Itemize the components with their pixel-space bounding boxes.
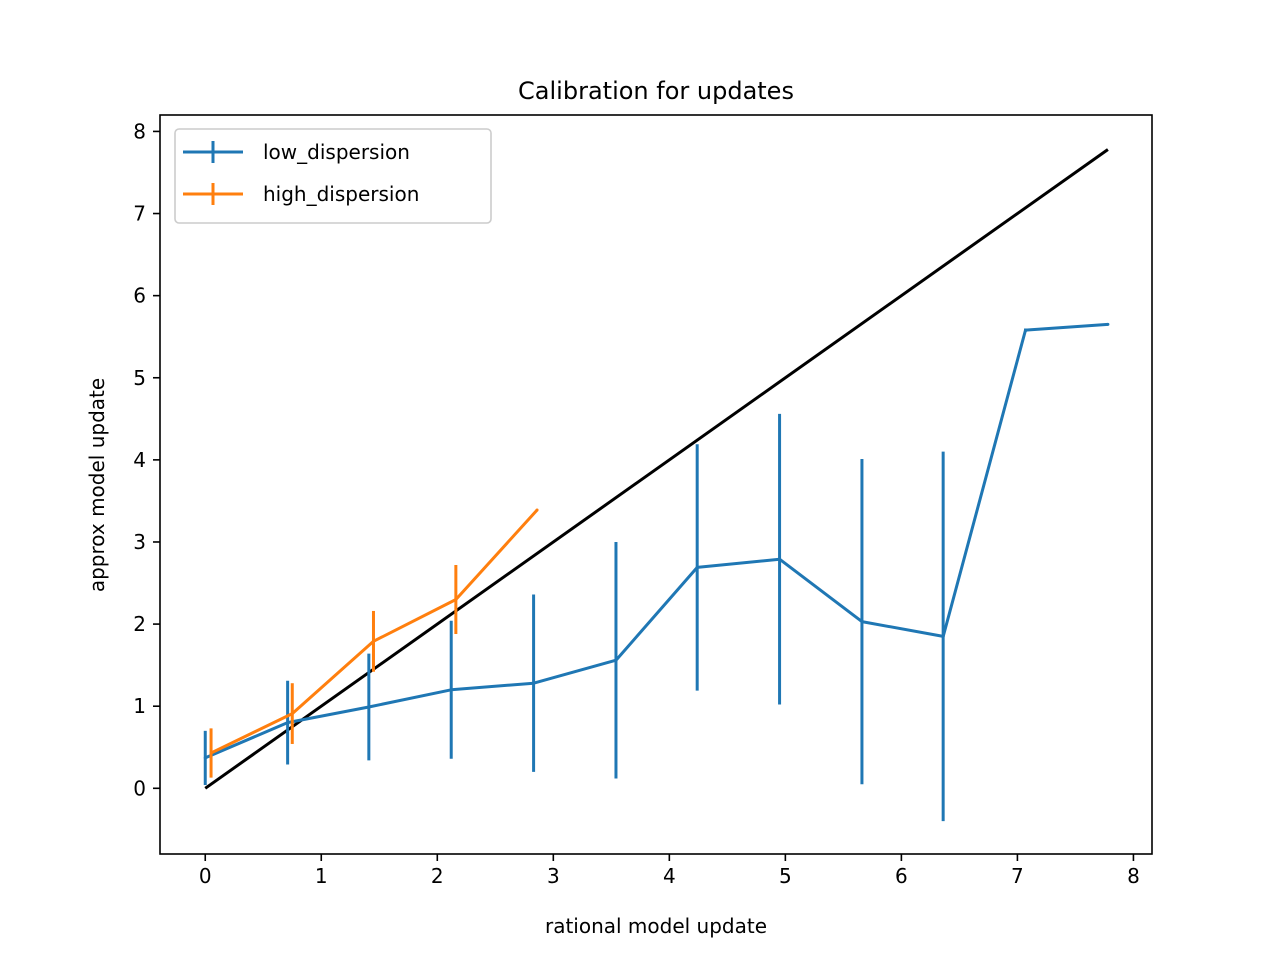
y-tick-label: 2	[133, 612, 146, 636]
reference-identity-line	[204, 148, 1109, 790]
y-tick-label: 1	[133, 694, 146, 718]
x-tick-label: 2	[431, 864, 444, 888]
x-tick-label: 4	[663, 864, 676, 888]
data-point	[449, 688, 453, 692]
data-point	[778, 557, 782, 561]
y-axis-label: approx model update	[85, 378, 109, 592]
data-point	[371, 639, 375, 643]
data-point	[1106, 322, 1110, 326]
data-point	[695, 565, 699, 569]
legend: low_dispersion high_dispersion	[174, 128, 492, 224]
plot-area	[203, 148, 1110, 822]
data-point	[286, 721, 290, 725]
data-point	[367, 705, 371, 709]
data-point	[1024, 328, 1028, 332]
legend-label: high_dispersion	[263, 182, 419, 206]
series-high_dispersion	[209, 508, 539, 778]
y-tick-label: 6	[133, 284, 146, 308]
series-low_dispersion	[203, 322, 1110, 822]
y-tick-label: 7	[133, 202, 146, 226]
y-tick-label: 4	[133, 448, 146, 472]
legend-box	[174, 128, 492, 224]
data-point	[203, 756, 207, 760]
data-point	[614, 658, 618, 662]
x-tick-label: 8	[1127, 864, 1140, 888]
data-point	[290, 712, 294, 716]
data-point	[209, 751, 213, 755]
data-point	[860, 620, 864, 624]
plot-frame	[159, 114, 1153, 855]
y-axis: 0 1 2 3 4 5 6 7 8	[133, 119, 160, 800]
data-point	[535, 508, 539, 512]
data-point	[532, 681, 536, 685]
x-tick-label: 5	[779, 864, 792, 888]
data-point	[941, 634, 945, 638]
data-point	[454, 597, 458, 601]
legend-label: low_dispersion	[263, 140, 410, 164]
x-tick-label: 1	[315, 864, 328, 888]
y-tick-label: 5	[133, 366, 146, 390]
x-tick-label: 0	[199, 864, 212, 888]
series-line	[204, 322, 1109, 760]
y-tick-label: 8	[133, 119, 146, 143]
y-tick-label: 0	[133, 776, 146, 800]
x-axis: 0 1 2 3 4 5 6 7 8	[199, 854, 1140, 888]
x-tick-label: 6	[895, 864, 908, 888]
x-axis-label: rational model update	[545, 914, 767, 938]
x-tick-label: 3	[547, 864, 560, 888]
y-tick-label: 3	[133, 530, 146, 554]
x-tick-label: 7	[1011, 864, 1024, 888]
chart-title: Calibration for updates	[518, 77, 794, 105]
